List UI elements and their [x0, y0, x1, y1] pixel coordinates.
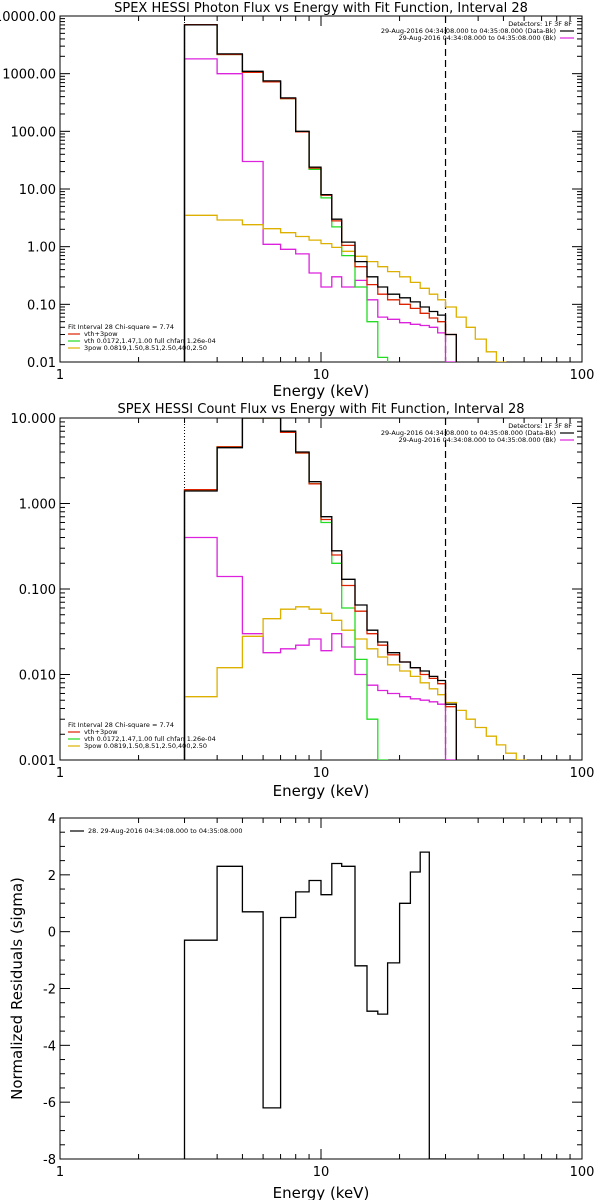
- x-tick-label: 1: [56, 368, 64, 383]
- chart-title: SPEX HESSI Count Flux vs Energy with Fit…: [117, 402, 524, 417]
- y-tick-label: 10.00: [19, 183, 56, 198]
- y-tick-label: 0.10: [27, 298, 56, 313]
- x-tick-label: 100: [570, 766, 595, 781]
- series-vth-line: [183, 23, 389, 362]
- series-vth-3pow-line: [183, 418, 457, 760]
- y-tick-label: 1.000: [19, 498, 56, 513]
- chart-title: SPEX HESSI Photon Flux vs Energy with Fi…: [114, 1, 528, 16]
- series-bk-line: [183, 58, 457, 362]
- series-group: [183, 418, 527, 760]
- series-group: [183, 23, 507, 362]
- y-tick-label: 0.01: [27, 356, 56, 371]
- series-data-bk-line: [183, 418, 457, 760]
- y-tick-label: -4: [43, 1039, 56, 1054]
- y-tick-label: 0: [48, 926, 56, 941]
- legend-top-line: 29-Aug-2016 04:34:08.000 to 04:35:08.000…: [399, 34, 556, 42]
- plot-frame: [59, 817, 583, 1160]
- y-tick-label: -2: [43, 983, 56, 998]
- legend-top-line: 29-Aug-2016 04:34:08.000 to 04:35:08.000…: [399, 436, 556, 444]
- series-residual-line: [183, 851, 447, 1159]
- x-tick-label: 10: [313, 766, 330, 781]
- legend-fit-line: vth+3pow: [84, 330, 118, 338]
- y-tick-label: 10000.00: [0, 10, 56, 25]
- count-flux-chart: SPEX HESSI Count Flux vs Energy with Fit…: [11, 402, 595, 800]
- legend-fit-line: 3pow 0.0819,1.50,8.51,2.50,400,2.50: [84, 344, 207, 352]
- legend-fit-line: 3pow 0.0819,1.50,8.51,2.50,400,2.50: [84, 742, 207, 750]
- legend-top-line: 28. 29-Aug-2016 04:34:08.000 to 04:35:08…: [88, 827, 243, 835]
- y-tick-label: -6: [43, 1096, 56, 1111]
- series-data-bk-line: [183, 24, 457, 362]
- legend-top-line: Detectors: 1F 3F 8F: [508, 20, 572, 28]
- x-tick-label: 1: [56, 766, 64, 781]
- y-tick-label: 0.010: [19, 669, 56, 684]
- x-tick-label: 100: [570, 368, 595, 383]
- series-3pow-line: [183, 606, 527, 760]
- series-vth-line: [183, 418, 389, 760]
- y-tick-label: 0.100: [19, 583, 56, 598]
- x-axis-label: Energy (keV): [273, 782, 370, 800]
- y-tick-label: -8: [43, 1153, 56, 1168]
- x-axis-label: Energy (keV): [273, 382, 370, 400]
- x-tick-label: 10: [313, 1165, 330, 1180]
- series-group: [183, 851, 447, 1159]
- x-tick-label: 1: [56, 1165, 64, 1180]
- plot-frame: [59, 417, 583, 761]
- y-tick-label: 1.00: [27, 241, 56, 256]
- series-bk-line: [183, 536, 457, 760]
- y-tick-label: 2: [48, 869, 56, 884]
- legend-top-line: 29-Aug-2016 04:34:08.000 to 04:35:08.000…: [381, 27, 556, 35]
- residuals-chart: 1 10 100 Energy (keV) -8 -6 -4 -2 0 2 4 Normalized …: [8, 812, 595, 1200]
- y-tick-label: 4: [48, 812, 56, 827]
- legend-fit-line: vth+3pow: [84, 728, 118, 736]
- y-tick-label: 10.000: [11, 412, 57, 427]
- legend-top-line: 29-Aug-2016 04:34:08.000 to 04:35:08.000…: [381, 429, 556, 437]
- legend-fit-line: Fit Interval 28 Chi-square = 7.74: [68, 721, 174, 729]
- photon-flux-chart: SPEX HESSI Photon Flux vs Energy with Fi…: [0, 1, 595, 400]
- y-tick-label: 1000.00: [2, 68, 56, 83]
- legend-top-line: Detectors: 1F 3F 8F: [508, 422, 572, 430]
- x-tick-label: 10: [313, 368, 330, 383]
- y-tick-label: 100.00: [11, 125, 57, 140]
- series-3pow-line: [183, 214, 507, 362]
- legend-fit-line: Fit Interval 28 Chi-square = 7.74: [68, 323, 174, 331]
- legend-fit-line: vth 0.0172,1.47,1.00 full chfan 1.26e-04: [84, 735, 216, 743]
- series-vth-3pow-line: [183, 23, 457, 362]
- y-tick-label: 0.001: [19, 754, 56, 769]
- x-axis-label: Energy (keV): [273, 1184, 370, 1200]
- x-tick-label: 100: [570, 1165, 595, 1180]
- y-axis-label: Normalized Residuals (sigma): [8, 877, 26, 1100]
- legend-fit-line: vth 0.0172,1.47,1.00 full chfan 1.26e-04: [84, 337, 216, 345]
